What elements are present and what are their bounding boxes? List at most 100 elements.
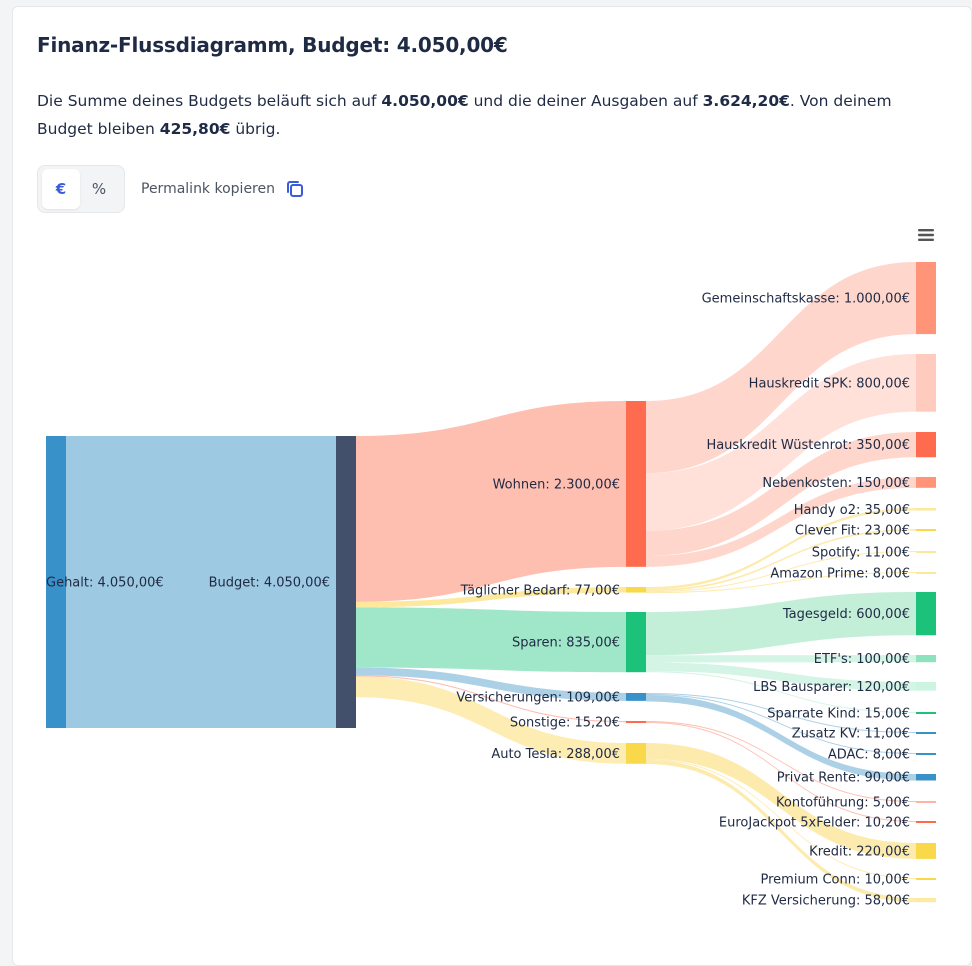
sankey-node-nebenkosten[interactable]	[916, 477, 936, 488]
sankey-link-wohnen-hauswue[interactable]	[646, 432, 916, 557]
sankey-label-sonstige: Sonstige: 15,20€	[510, 716, 620, 731]
sankey-link-budget-bedarf[interactable]	[356, 587, 626, 608]
sankey-node-sparrate[interactable]	[916, 712, 936, 714]
sankey-label-clever: Clever Fit: 23,00€	[795, 524, 910, 539]
summary-text: Die Summe deines Budgets beläuft sich au…	[37, 92, 382, 110]
sankey-node-adac[interactable]	[916, 753, 936, 755]
sankey-node-premium[interactable]	[916, 878, 936, 880]
sankey-node-budget[interactable]	[336, 436, 356, 728]
sankey-node-etf[interactable]	[916, 655, 936, 663]
sankey-links	[66, 262, 916, 903]
summary-text: . Von deinem Budget bleiben	[37, 92, 892, 138]
sankey-node-zusatzkv[interactable]	[916, 732, 936, 734]
summary-expenses-value: 3.624,20€	[702, 92, 790, 110]
sankey-link-versicherungen-zusatzkv[interactable]	[646, 693, 916, 733]
sankey-label-zusatzkv: Zusatz KV: 11,00€	[792, 727, 910, 742]
sankey-node-handy[interactable]	[916, 508, 936, 511]
sankey-label-sparrate: Sparrate Kind: 15,00€	[767, 707, 910, 722]
sankey-link-sparen-lbs[interactable]	[646, 662, 916, 691]
sankey-node-privatrente[interactable]	[916, 774, 936, 781]
sankey-link-gehalt-budget[interactable]	[66, 436, 336, 728]
sankey-label-handy: Handy o2: 35,00€	[794, 503, 910, 518]
sankey-link-auto-premium[interactable]	[646, 758, 916, 879]
unit-toggle: € %	[37, 165, 125, 213]
sankey-link-auto-kfz[interactable]	[646, 759, 916, 903]
sankey-nodes: Gehalt: 4.050,00€ Budget: 4.050,00€ Wohnen…	[46, 262, 936, 909]
sankey-link-wohnen-gemeinschaft[interactable]	[646, 262, 916, 474]
permalink-label: Permalink kopieren	[141, 181, 275, 197]
sankey-node-kontofuehrung[interactable]	[916, 801, 936, 803]
sankey-label-auto: Auto Tesla: 288,00€	[491, 747, 620, 762]
sankey-link-budget-sparen[interactable]	[356, 607, 626, 673]
sankey-link-bedarf-handy[interactable]	[646, 508, 916, 590]
percent-toggle-button[interactable]: %	[91, 180, 107, 198]
sankey-link-wohnen-nebenkosten[interactable]	[646, 477, 916, 567]
sankey-link-budget-auto[interactable]	[356, 676, 626, 764]
sankey-label-bedarf: Täglicher Bedarf: 77,00€	[460, 583, 620, 598]
sankey-link-sonstige-eurojackpot[interactable]	[646, 722, 916, 822]
sankey-node-eurojackpot[interactable]	[916, 821, 936, 823]
sankey-node-versicherungen[interactable]	[626, 693, 646, 701]
sankey-node-wohnen[interactable]	[626, 401, 646, 567]
sankey-label-spotify: Spotify: 11,00€	[812, 546, 910, 561]
sankey-label-kfz: KFZ Versicherung: 58,00€	[742, 894, 910, 909]
sankey-node-gehalt[interactable]	[46, 436, 66, 728]
sankey-label-wohnen: Wohnen: 2.300,00€	[493, 477, 620, 492]
sankey-link-bedarf-clever[interactable]	[646, 529, 916, 592]
sankey-link-sparen-etf[interactable]	[646, 655, 916, 663]
sankey-node-kredit[interactable]	[916, 843, 936, 859]
sankey-label-tagesgeld: Tagesgeld: 600,00€	[782, 607, 910, 622]
sankey-link-sparen-sparrate[interactable]	[646, 671, 916, 714]
hamburger-menu-icon[interactable]	[917, 227, 935, 247]
euro-toggle-button[interactable]: €	[42, 169, 80, 209]
sankey-link-budget-sonstige[interactable]	[356, 675, 626, 723]
summary-text: übrig.	[230, 120, 281, 138]
sankey-link-sonstige-kontofuehrung[interactable]	[646, 721, 916, 802]
sankey-link-wohnen-hausspk[interactable]	[646, 354, 916, 531]
sankey-node-amazon[interactable]	[916, 572, 936, 574]
sankey-label-gemeinschaft: Gemeinschaftskasse: 1.000,00€	[702, 292, 910, 307]
permalink-copy-button[interactable]: Permalink kopieren	[141, 179, 305, 199]
sankey-node-gemeinschaft[interactable]	[916, 262, 936, 335]
sankey-link-auto-kredit[interactable]	[646, 743, 916, 859]
sankey-label-premium: Premium Conn: 10,00€	[761, 873, 911, 888]
sankey-label-nebenkosten: Nebenkosten: 150,00€	[762, 476, 910, 491]
sankey-link-versicherungen-adac[interactable]	[646, 694, 916, 754]
sankey-label-privatrente: Privat Rente: 90,00€	[777, 771, 910, 786]
sankey-node-lbs[interactable]	[916, 682, 936, 691]
sankey-node-auto[interactable]	[626, 743, 646, 764]
sankey-label-hausspk: Hauskredit SPK: 800,00€	[749, 376, 910, 391]
sankey-link-budget-versicherungen[interactable]	[356, 667, 626, 701]
sankey-node-tagesgeld[interactable]	[916, 592, 936, 636]
sankey-node-hauswue[interactable]	[916, 432, 936, 458]
sankey-label-hauswue: Hauskredit Wüstenrot: 350,00€	[706, 438, 910, 453]
sankey-link-bedarf-amazon[interactable]	[646, 572, 916, 594]
sankey-label-budget: Budget: 4.050,00€	[209, 576, 330, 591]
sankey-node-sparen[interactable]	[626, 612, 646, 673]
sankey-label-etf: ETF's: 100,00€	[814, 652, 910, 667]
sankey-link-sparen-tagesgeld[interactable]	[646, 592, 916, 656]
sankey-label-sparen: Sparen: 835,00€	[512, 636, 620, 651]
sankey-label-adac: ADAC: 8,00€	[828, 748, 910, 763]
summary-remaining-value: 425,80€	[159, 120, 231, 138]
sankey-node-clever[interactable]	[916, 529, 936, 531]
sankey-link-budget-wohnen[interactable]	[356, 401, 626, 602]
page-title: Finanz-Flussdiagramm, Budget: 4.050,00€	[37, 33, 508, 57]
sankey-label-eurojackpot: EuroJackpot 5xFelder: 10,20€	[719, 816, 910, 831]
sankey-node-sonstige[interactable]	[626, 721, 646, 723]
summary-budget-value: 4.050,00€	[381, 92, 469, 110]
sankey-label-versicherungen: Versicherungen: 109,00€	[456, 690, 620, 705]
sankey-label-amazon: Amazon Prime: 8,00€	[770, 567, 910, 582]
sankey-label-gehalt: Gehalt: 4.050,00€	[46, 576, 164, 591]
summary-text: und die deiner Ausgaben auf	[468, 92, 703, 110]
sankey-link-versicherungen-privatrente[interactable]	[646, 695, 916, 781]
sankey-label-kontofuehrung: Kontoführung: 5,00€	[776, 796, 910, 811]
sankey-node-bedarf[interactable]	[626, 587, 646, 593]
sankey-node-kfz[interactable]	[916, 898, 936, 903]
budget-summary: Die Summe deines Budgets beläuft sich au…	[37, 87, 937, 143]
sankey-link-bedarf-spotify[interactable]	[646, 551, 916, 593]
sankey-label-lbs: LBS Bausparer: 120,00€	[753, 680, 910, 695]
sankey-node-spotify[interactable]	[916, 551, 936, 553]
sankey-node-hausspk[interactable]	[916, 354, 936, 412]
